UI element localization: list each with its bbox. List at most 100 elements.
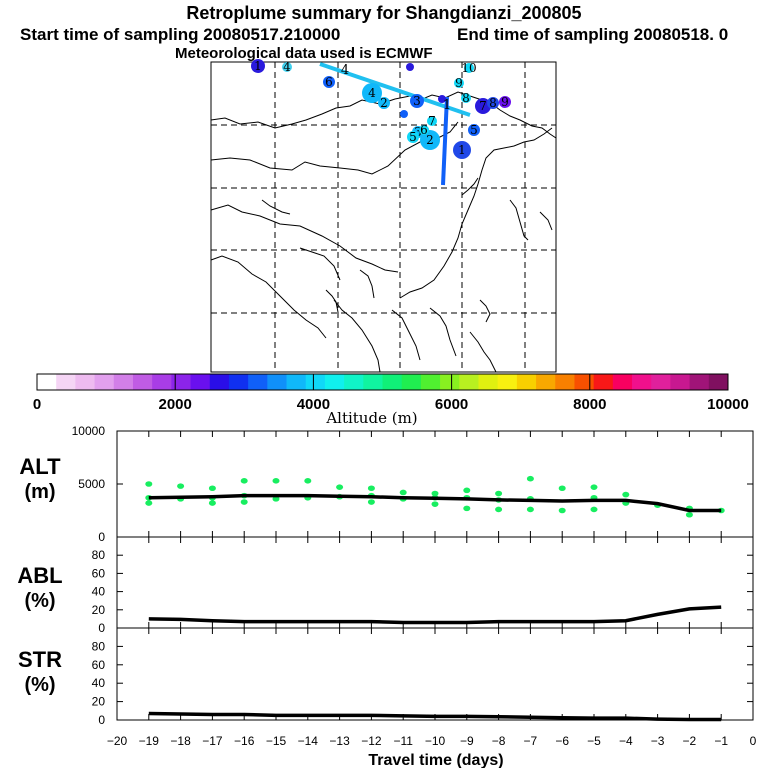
x-tick-label: −6 [555,734,569,748]
y-tick-label: 0 [98,530,105,544]
colorbar-segment [478,374,499,390]
colorbar-segment [708,374,729,390]
panel-unit-label: (%) [24,590,55,612]
colorbar-segment [632,374,652,390]
y-tick-label: 80 [92,548,106,562]
map-cluster-marker [323,76,335,88]
map-cluster-marker [420,130,440,150]
x-tick-label: −11 [393,734,413,748]
cluster-altitude-point [240,478,248,484]
colorbar-segment [171,374,191,390]
map-cluster-marker [475,98,491,114]
panel-unit-label: (m) [24,481,55,503]
cluster-altitude-point [495,490,503,497]
panel-str: STR(%) 0 20 40 60 80 [18,627,754,727]
x-tick-label: −2 [683,734,697,748]
panel-frame [116,627,754,721]
colorbar-segment [286,374,307,390]
x-tick-label: −5 [587,734,601,748]
cluster-altitude-point [304,478,312,484]
colorbar-segment [574,374,595,390]
x-tick-label: −1 [714,734,728,748]
map-cluster-label: 4 [368,86,376,100]
y-tick-label: 0 [98,621,105,635]
map-cluster-label: 5 [470,123,478,137]
colorbar-segment [209,374,230,390]
colorbar-segment [363,374,383,390]
cluster-altitude-point [367,485,375,492]
map-cluster-label: 9 [501,95,509,109]
colorbar-segment [190,374,211,390]
map-cluster-marker [400,110,408,118]
cluster-altitude-point [622,491,630,498]
panel-label: STR [18,647,62,672]
colorbar-segment [113,374,134,390]
map-cluster-label: 6 [420,123,428,137]
map-cluster-marker [487,97,499,109]
colorbar-segment [344,374,364,390]
map-cluster-label: 8 [462,91,470,105]
colorbar-segment [56,374,76,390]
colorbar-segment [555,374,575,390]
cluster-altitude-point [336,484,344,490]
colorbar-tick-label: 2000 [159,396,192,413]
cluster-altitude-point [145,500,153,506]
x-tick-label: −4 [619,734,633,748]
cluster-altitude-point [240,499,248,505]
map-cluster-label: 9 [455,76,463,90]
panel-label: ABL [17,563,62,588]
colorbar-segment [37,374,57,390]
cluster-altitude-point [463,505,471,512]
map-cluster-marker [461,93,471,103]
map-trajectory-label: 1 [443,98,451,113]
map-cluster-label: 3 [413,94,421,108]
cluster-altitude-point [526,506,534,513]
cluster-altitude-point [431,490,439,497]
map-cluster-marker [406,63,414,71]
x-tick-label: −19 [139,734,160,748]
map-cluster-label: 1 [254,59,262,73]
colorbar-tick-label: 4000 [297,396,330,413]
sampling-start-time: Start time of sampling 20080517.210000 [20,25,341,44]
map-cluster-label: 2 [426,133,434,147]
x-tick-label: −17 [202,734,223,748]
colorbar-segment [152,374,172,390]
colorbar-segment [689,374,710,390]
y-tick-label: 40 [92,585,106,599]
map-cluster-label: 3 [414,125,422,139]
map-cluster-marker [438,95,446,103]
cluster-altitude-point [208,500,216,506]
cluster-altitude-point [558,507,566,514]
series-line [148,605,722,625]
colorbar-tick-label: 8000 [573,396,606,413]
map-cluster-label: 10 [461,61,476,75]
y-tick-label: 80 [92,639,106,653]
x-tick-label: −10 [425,734,446,748]
panel-unit-label: (%) [24,674,55,696]
cluster-altitude-point [558,485,566,492]
colorbar-tick-label: 0 [33,396,41,413]
map-cluster-marker [251,59,265,73]
x-tick-label: −15 [266,734,287,748]
panel-label: ALT [19,454,61,479]
map-cluster-label: 2 [380,96,388,110]
map-cluster-marker [468,124,480,136]
time-series-panels: ALT(m)0500010000ABL(%)020406080STR(%)020… [17,424,756,748]
colorbar-segment [651,374,671,390]
cluster-altitude-point [495,506,503,513]
sampling-end-time: End time of sampling 20080518. 0 [457,25,729,44]
x-tick-label: −16 [234,734,255,748]
map-cluster-marker [464,63,474,73]
colorbar-segment [228,374,249,390]
panel-frame [116,430,754,538]
cluster-altitude-point [208,485,216,492]
colorbar-segment [305,374,326,390]
x-tick-label: −20 [107,734,128,748]
map-cluster-label: 1 [458,143,466,157]
x-tick-label: −3 [651,734,665,748]
x-tick-label: −14 [298,734,319,748]
map-cluster-marker [454,78,464,88]
colorbar-segment [324,374,345,390]
map-cluster-marker [419,125,429,135]
